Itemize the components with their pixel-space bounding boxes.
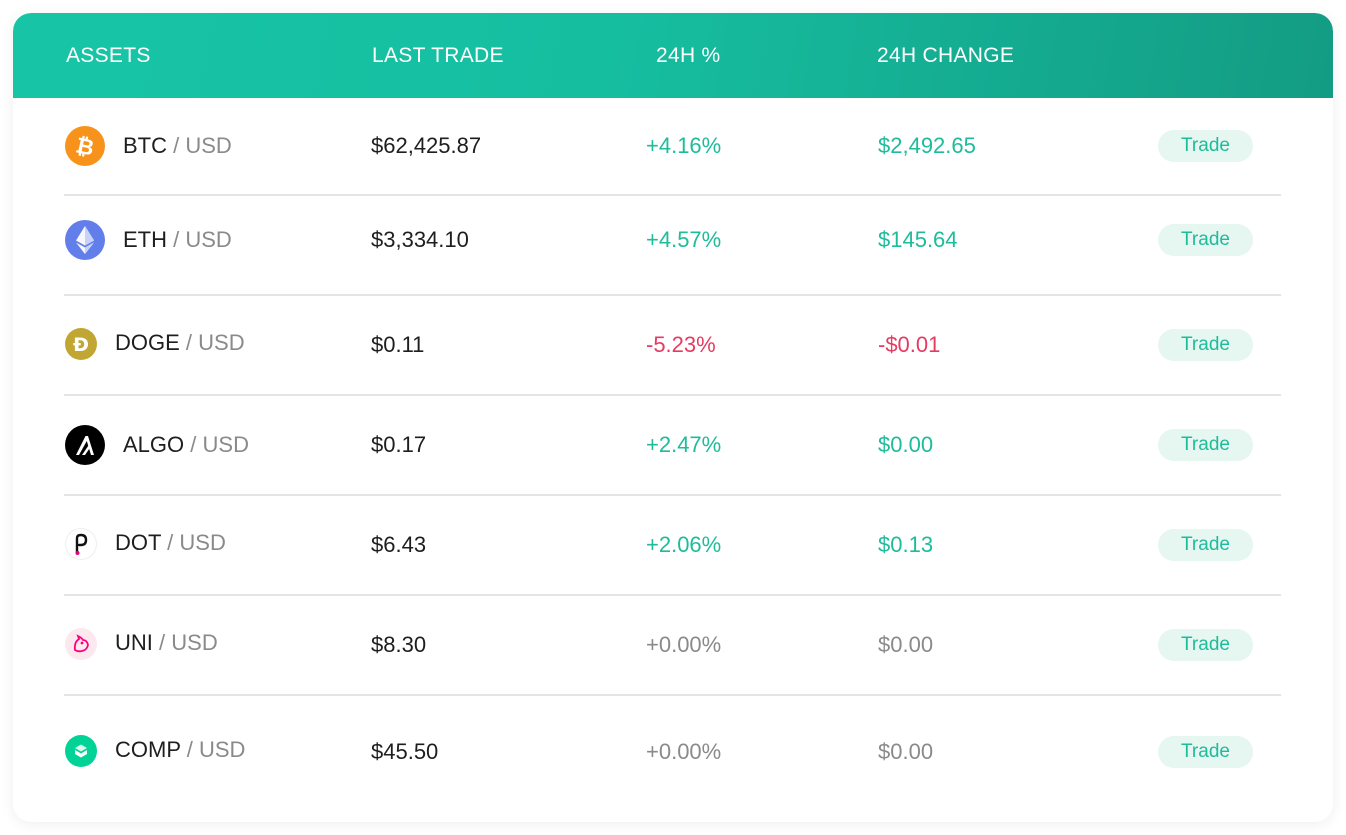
last-trade-value: $62,425.87 xyxy=(371,133,482,158)
asset-pair: UNI / USD xyxy=(115,629,218,657)
24h-percent-value: -5.23% xyxy=(646,332,716,357)
polkadot-icon xyxy=(65,528,97,560)
ethereum-icon xyxy=(65,220,105,260)
trade-button-comp[interactable]: Trade xyxy=(1158,736,1253,768)
uniswap-icon xyxy=(65,628,97,660)
24h-change-value: $2,492.65 xyxy=(878,133,976,158)
24h-percent-value: +2.47% xyxy=(646,432,722,457)
last-trade-value: $3,334.10 xyxy=(371,227,469,252)
algorand-icon xyxy=(65,425,105,465)
column-header-24h-percent: 24H % xyxy=(656,44,721,67)
asset-quote: USD xyxy=(185,227,232,252)
row-divider xyxy=(64,294,1281,296)
asset-quote: USD xyxy=(179,530,226,555)
last-trade-value: $0.11 xyxy=(371,332,425,357)
asset-pair: ALGO / USD xyxy=(123,431,249,459)
trade-button-btc[interactable]: Trade xyxy=(1158,130,1253,162)
asset-base: UNI xyxy=(115,630,153,655)
asset-separator: / xyxy=(159,630,166,655)
dogecoin-icon: Đ xyxy=(65,328,97,360)
asset-pair: BTC / USD xyxy=(123,132,232,160)
row-divider xyxy=(64,594,1281,596)
trade-button-eth[interactable]: Trade xyxy=(1158,224,1253,256)
last-trade-value: $0.17 xyxy=(371,432,427,457)
24h-change-value: $0.00 xyxy=(878,739,934,764)
asset-separator: / xyxy=(185,330,193,355)
24h-change-value: $145.64 xyxy=(878,227,958,252)
24h-change-value: $0.13 xyxy=(878,532,934,557)
asset-quote: USD xyxy=(198,330,245,355)
24h-percent-value: +4.16% xyxy=(646,133,722,158)
svg-text:₿: ₿ xyxy=(73,133,96,161)
row-divider xyxy=(64,394,1281,396)
asset-quote: USD xyxy=(198,737,246,762)
asset-base: COMP xyxy=(115,737,181,762)
asset-separator: / xyxy=(173,227,180,252)
24h-percent-value: +4.57% xyxy=(646,227,722,252)
markets-table-card: ASSETS LAST TRADE 24H % 24H CHANGE ₿ BTC… xyxy=(13,13,1333,822)
asset-separator: / xyxy=(173,133,180,158)
asset-quote: USD xyxy=(185,133,232,158)
asset-quote: USD xyxy=(202,432,249,457)
trade-button-algo[interactable]: Trade xyxy=(1158,429,1253,461)
trade-button-doge[interactable]: Trade xyxy=(1158,329,1253,361)
last-trade-value: $8.30 xyxy=(371,632,427,657)
24h-change-value: -$0.01 xyxy=(878,332,941,357)
asset-base: ALGO xyxy=(123,432,185,457)
asset-base: DOGE xyxy=(115,330,180,355)
compound-icon xyxy=(65,735,97,767)
svg-text:Đ: Đ xyxy=(73,334,89,356)
asset-pair: DOT / USD xyxy=(115,529,226,557)
24h-change-value: $0.00 xyxy=(878,632,934,657)
row-divider xyxy=(64,194,1281,196)
asset-separator: / xyxy=(186,737,193,762)
column-header-last-trade: LAST TRADE xyxy=(372,44,504,67)
24h-percent-value: +2.06% xyxy=(646,532,722,557)
asset-separator: / xyxy=(167,530,174,555)
column-header-assets: ASSETS xyxy=(66,44,151,67)
24h-percent-value: +0.00% xyxy=(646,632,722,657)
table-header: ASSETS LAST TRADE 24H % 24H CHANGE xyxy=(13,13,1333,98)
bitcoin-icon: ₿ xyxy=(65,126,105,166)
asset-separator: / xyxy=(190,432,197,457)
asset-pair: DOGE / USD xyxy=(115,329,245,357)
asset-pair: COMP / USD xyxy=(115,736,245,764)
asset-base: ETH xyxy=(123,227,167,252)
asset-base: DOT xyxy=(115,530,162,555)
24h-change-value: $0.00 xyxy=(878,432,934,457)
row-divider xyxy=(64,494,1281,496)
asset-quote: USD xyxy=(171,630,218,655)
last-trade-value: $6.43 xyxy=(371,532,427,557)
asset-pair: ETH / USD xyxy=(123,226,232,254)
trade-button-dot[interactable]: Trade xyxy=(1158,529,1253,561)
trade-button-uni[interactable]: Trade xyxy=(1158,629,1253,661)
asset-base: BTC xyxy=(123,133,167,158)
24h-percent-value: +0.00% xyxy=(646,739,722,764)
last-trade-value: $45.50 xyxy=(371,739,439,764)
column-header-24h-change: 24H CHANGE xyxy=(877,44,1015,67)
row-divider xyxy=(64,694,1281,696)
